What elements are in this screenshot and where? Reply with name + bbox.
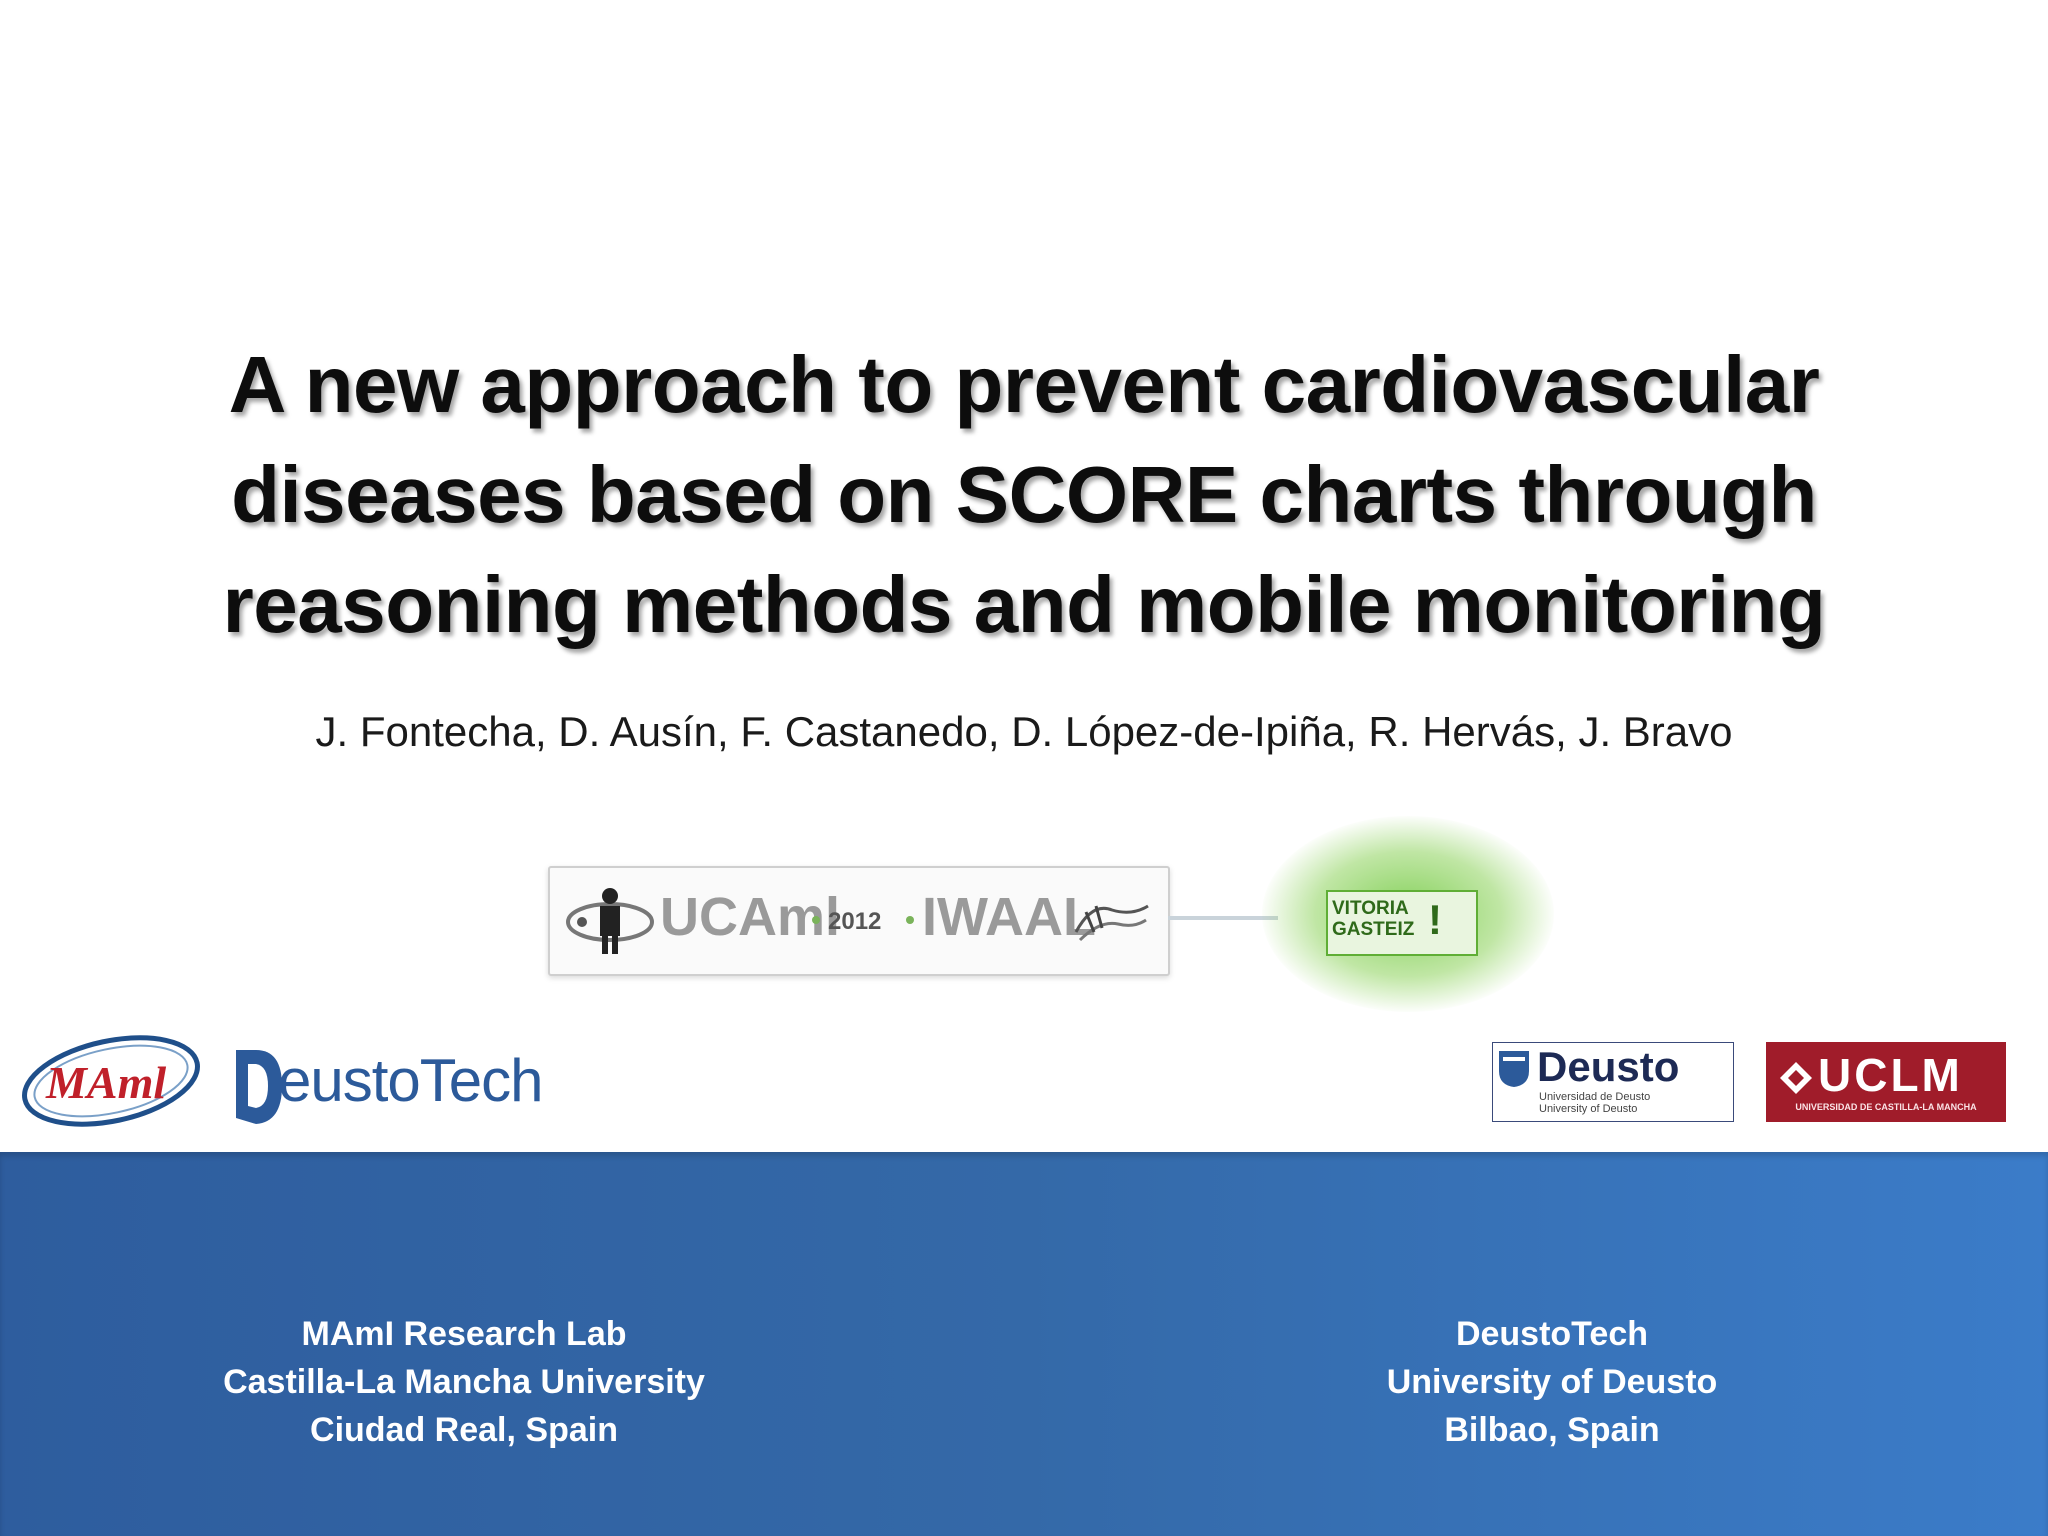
mami-logo: MAml xyxy=(22,1035,200,1127)
slide-title: A new approach to prevent cardiovascular… xyxy=(150,330,1898,660)
footer-affiliation-right: DeustoTech University of Deusto Bilbao, … xyxy=(1202,1310,1902,1454)
title-line: reasoning methods and mobile monitoring xyxy=(222,560,1826,649)
vitoria-exclamation: ! xyxy=(1428,896,1442,943)
conference-banner: UCAml 2012 IWAAL xyxy=(548,866,1170,976)
deusto-subtitle-en: University of Deusto xyxy=(1539,1103,1638,1115)
footer-affiliation-left: MAmI Research Lab Castilla-La Mancha Uni… xyxy=(114,1310,814,1454)
deustotech-text-rest: eustoTech xyxy=(278,1047,544,1114)
lab-name: MAmI Research Lab xyxy=(301,1315,627,1353)
conference-year: 2012 xyxy=(828,908,882,935)
author-list: J. Fontecha, D. Ausín, F. Castanedo, D. … xyxy=(315,708,1733,755)
separator-dot xyxy=(812,916,820,924)
hand-icon xyxy=(1074,904,1149,942)
uclm-logo: UCLM UNIVERSIDAD DE CASTILLA-LA MANCHA xyxy=(1766,1042,2006,1122)
university-name: Castilla-La Mancha University xyxy=(223,1363,705,1401)
location: Bilbao, Spain xyxy=(1444,1411,1660,1449)
uclm-subtitle: UNIVERSIDAD DE CASTILLA-LA MANCHA xyxy=(1795,1102,1977,1112)
footer-band xyxy=(0,1152,2048,1536)
deustotech-logo-text: eustoTech xyxy=(278,1046,544,1115)
location: Ciudad Real, Spain xyxy=(310,1411,618,1449)
deusto-subtitle-es: Universidad de Deusto xyxy=(1539,1091,1651,1103)
title-line: diseases based on SCORE charts through xyxy=(231,450,1817,539)
wheelchair-people-icon xyxy=(566,888,654,954)
deustotech-d-icon xyxy=(236,1050,282,1124)
deusto-wordmark: Deusto xyxy=(1537,1043,1680,1090)
title-line: A new approach to prevent cardiovascular xyxy=(228,340,1820,429)
vitoria-text: VITORIA xyxy=(1332,898,1409,919)
uclm-emblem-icon xyxy=(1780,1062,1812,1094)
university-name: University of Deusto xyxy=(1386,1363,1718,1401)
banner-connector xyxy=(1168,916,1278,920)
mami-logo-text: MAml xyxy=(45,1057,166,1108)
vitoria-gasteiz-logo: VITORIA GASTEIZ ! xyxy=(1326,890,1478,956)
ucaml-label: UCAml xyxy=(660,887,841,947)
gasteiz-text: GASTEIZ xyxy=(1332,919,1415,940)
uclm-wordmark: UCLM xyxy=(1818,1049,1963,1101)
iwaal-label: IWAAL xyxy=(922,887,1096,947)
lab-name: DeustoTech xyxy=(1455,1315,1649,1353)
deusto-shield-icon xyxy=(1499,1051,1529,1087)
deusto-logo: Deusto Universidad de Deusto University … xyxy=(1492,1042,1734,1122)
separator-dot xyxy=(906,916,914,924)
